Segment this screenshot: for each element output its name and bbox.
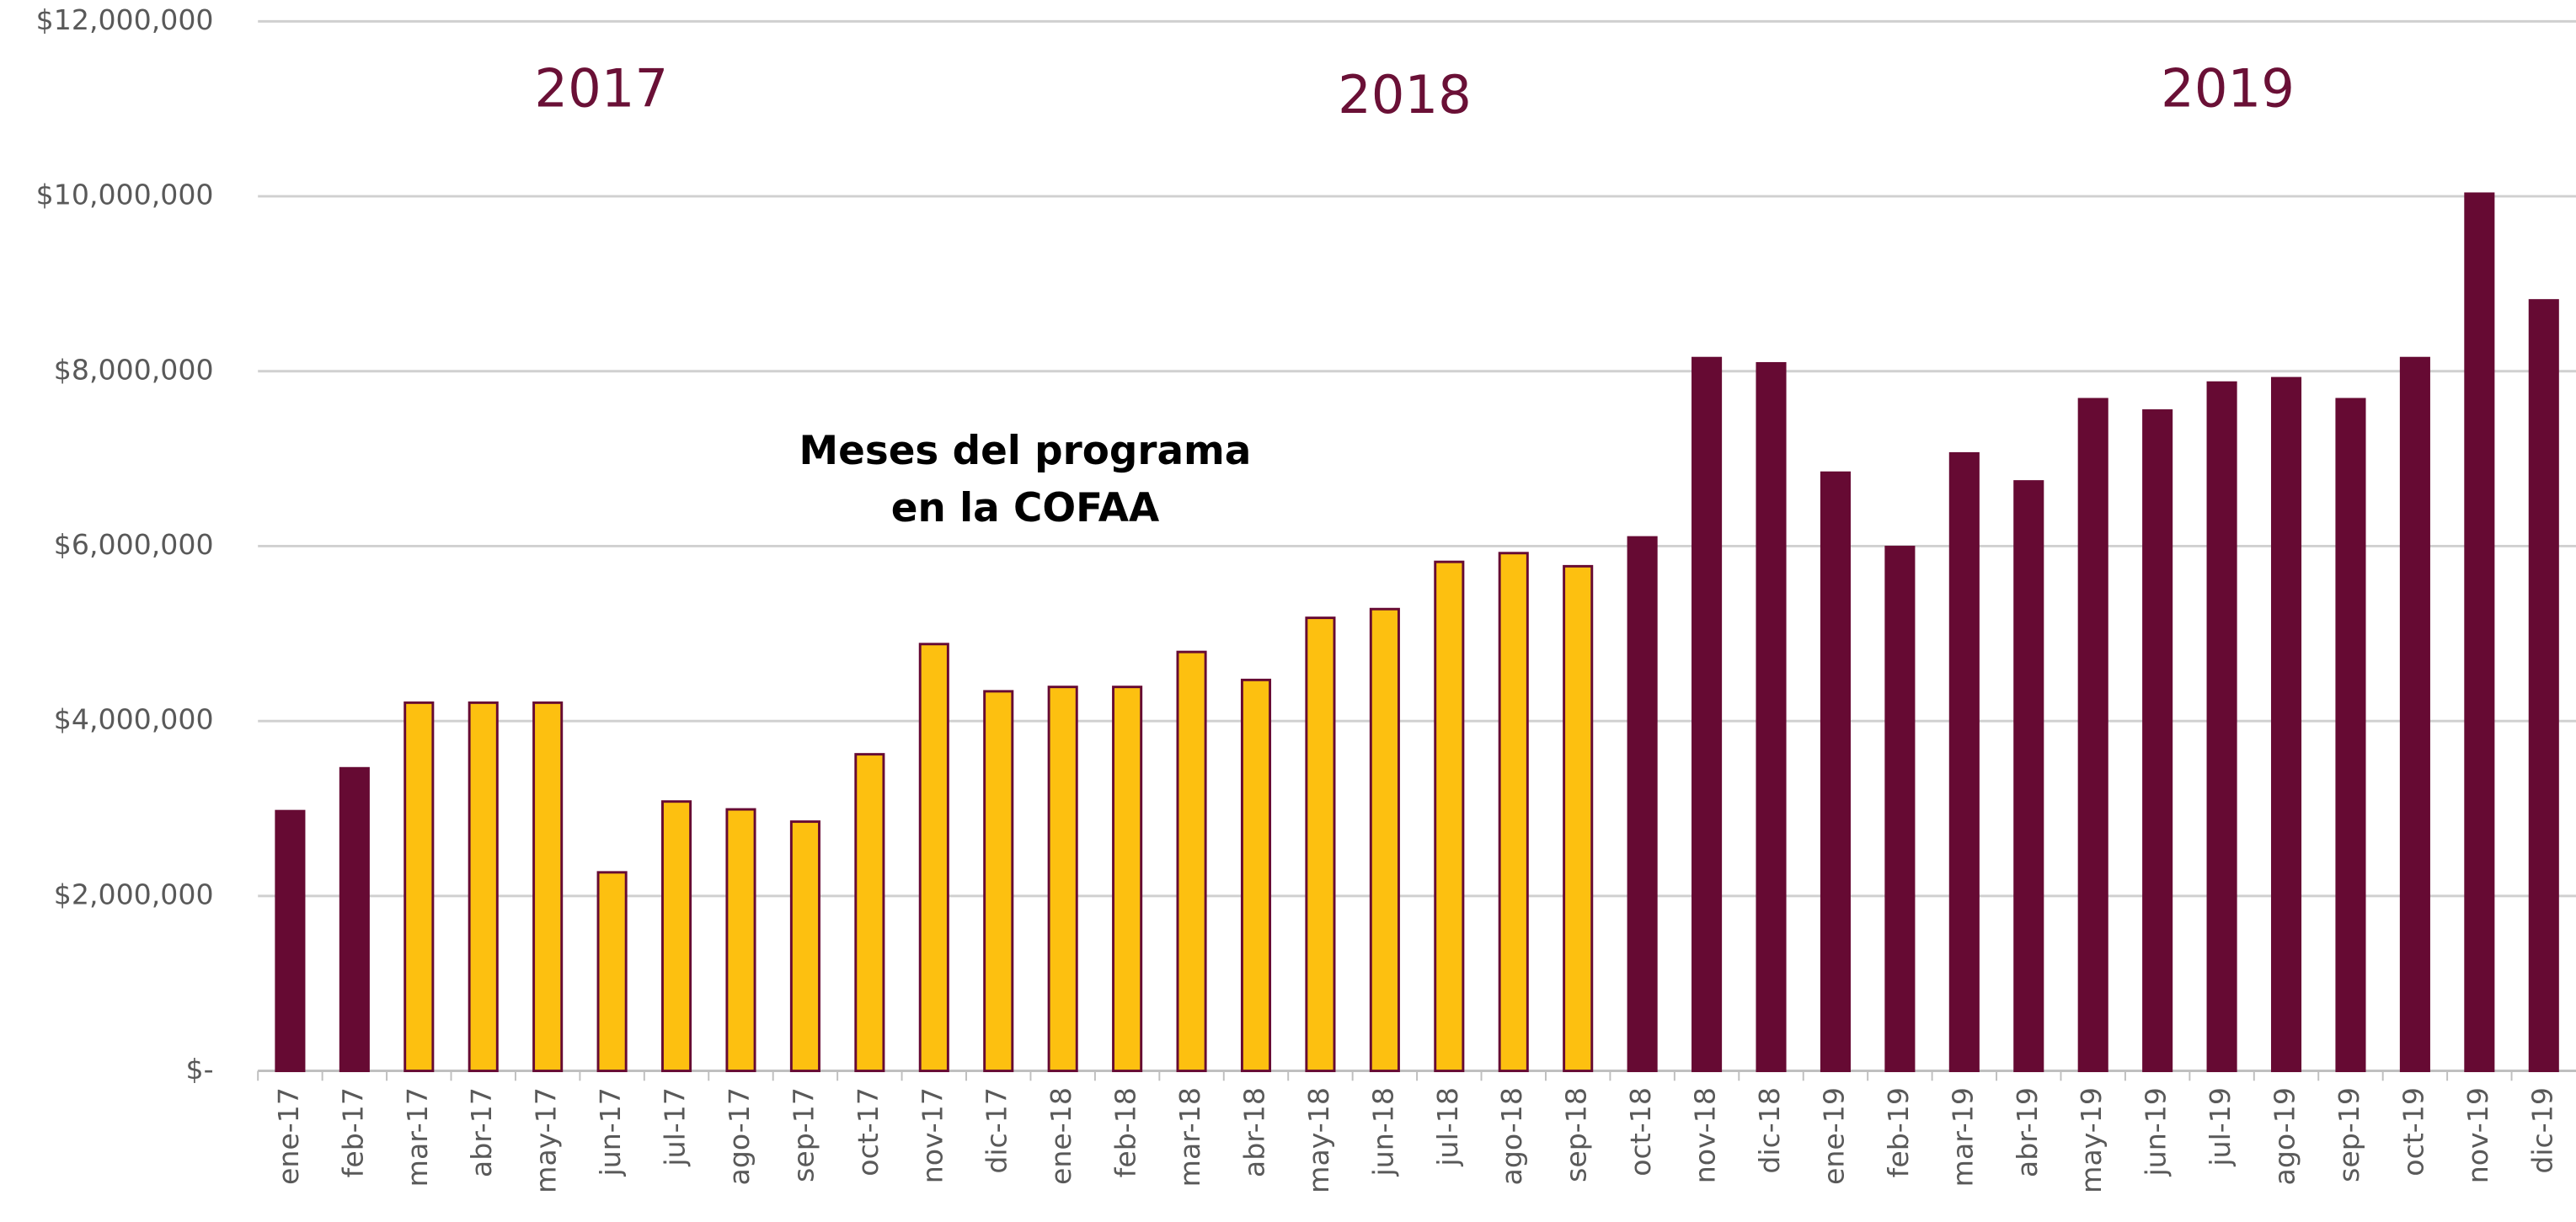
bar <box>2206 381 2237 1073</box>
bar <box>1112 686 1143 1073</box>
x-tick-label: ago-18 <box>1495 1087 1528 1185</box>
bar <box>2077 398 2108 1073</box>
x-tick-label: sep-17 <box>787 1087 820 1182</box>
bar <box>1047 686 1078 1073</box>
bar <box>2399 356 2430 1073</box>
x-tick-label: mar-17 <box>401 1087 434 1187</box>
x-tick-label: ago-17 <box>723 1087 756 1185</box>
x-tick-label: may-19 <box>2075 1087 2108 1193</box>
x-tick-label: sep-19 <box>2333 1087 2365 1182</box>
bar <box>1884 546 1916 1073</box>
x-tick-label: ene-17 <box>272 1087 305 1185</box>
x-tick-label: may-17 <box>530 1087 563 1193</box>
bar <box>468 701 499 1073</box>
bar <box>532 701 564 1073</box>
x-tick-label: nov-18 <box>1689 1087 1722 1183</box>
bar <box>1563 564 1594 1073</box>
bar <box>725 808 756 1073</box>
bar <box>854 753 885 1073</box>
bar <box>1756 361 1787 1073</box>
bar <box>1627 536 1658 1073</box>
y-tick-label: $4,000,000 <box>54 703 214 736</box>
year-label: 2017 <box>534 57 668 119</box>
bar <box>2335 398 2366 1073</box>
bar <box>2528 299 2559 1073</box>
y-tick-label: $10,000,000 <box>36 179 214 211</box>
year-label: 2018 <box>1338 64 1472 125</box>
y-tick-label: $- <box>185 1053 213 1086</box>
y-tick-label: $12,000,000 <box>36 3 214 36</box>
x-tick-label: feb-18 <box>1109 1087 1142 1177</box>
x-tick-label: abr-18 <box>1237 1087 1270 1177</box>
x-tick-label: nov-19 <box>2461 1087 2494 1183</box>
bar <box>983 690 1014 1073</box>
y-tick-label: $6,000,000 <box>54 528 214 561</box>
bar <box>1369 607 1400 1073</box>
year-label: 2019 <box>2161 57 2295 119</box>
x-tick-label: dic-19 <box>2525 1087 2558 1174</box>
bar <box>789 820 820 1073</box>
bar <box>1948 451 1980 1073</box>
x-tick-label: dic-18 <box>1753 1087 1786 1174</box>
bar <box>1176 650 1207 1073</box>
bar <box>1498 552 1529 1073</box>
bar <box>2464 192 2495 1073</box>
x-tick-label: oct-18 <box>1624 1087 1657 1177</box>
note: Meses del programa <box>799 429 1252 474</box>
bar <box>2142 409 2173 1073</box>
bar <box>661 800 692 1073</box>
x-tick-label: mar-18 <box>1173 1087 1206 1187</box>
x-tick-label: abr-17 <box>465 1087 498 1177</box>
bar <box>1240 678 1272 1073</box>
x-tick-label: dic-17 <box>981 1087 1013 1174</box>
x-tick-label: feb-19 <box>1882 1087 1915 1177</box>
x-tick-label: jun-17 <box>594 1087 627 1177</box>
x-tick-label: jul-18 <box>1431 1087 1464 1167</box>
x-tick-label: oct-19 <box>2397 1087 2429 1177</box>
bar <box>275 809 306 1073</box>
x-tick-label: ene-19 <box>1817 1087 1850 1185</box>
bar <box>339 766 370 1073</box>
bar <box>2270 376 2302 1073</box>
x-tick-label: oct-17 <box>852 1087 884 1177</box>
note: en la COFAA <box>891 486 1159 531</box>
bar <box>596 871 628 1073</box>
x-tick-label: nov-17 <box>916 1087 949 1183</box>
x-tick-label: jun-18 <box>1366 1087 1399 1177</box>
bar <box>404 701 435 1073</box>
x-tick-label: feb-17 <box>336 1087 369 1177</box>
bar <box>1305 616 1336 1073</box>
x-tick-label: abr-19 <box>2011 1087 2044 1177</box>
bar <box>1692 356 1723 1073</box>
x-tick-label: may-18 <box>1302 1087 1335 1193</box>
x-tick-label: jun-19 <box>2140 1087 2172 1177</box>
y-tick-label: $2,000,000 <box>54 878 214 910</box>
bar <box>1434 560 1465 1073</box>
x-tick-label: sep-18 <box>1560 1087 1593 1182</box>
x-tick-label: ene-18 <box>1045 1087 1077 1185</box>
x-tick-label: ago-19 <box>2269 1087 2301 1185</box>
x-tick-label: jul-17 <box>659 1087 692 1167</box>
x-tick-label: mar-19 <box>1946 1087 1979 1187</box>
y-tick-label: $8,000,000 <box>54 353 214 386</box>
bar <box>918 643 949 1073</box>
bar <box>2013 480 2044 1073</box>
bar <box>1820 471 1851 1073</box>
x-tick-label: jul-19 <box>2204 1087 2237 1167</box>
